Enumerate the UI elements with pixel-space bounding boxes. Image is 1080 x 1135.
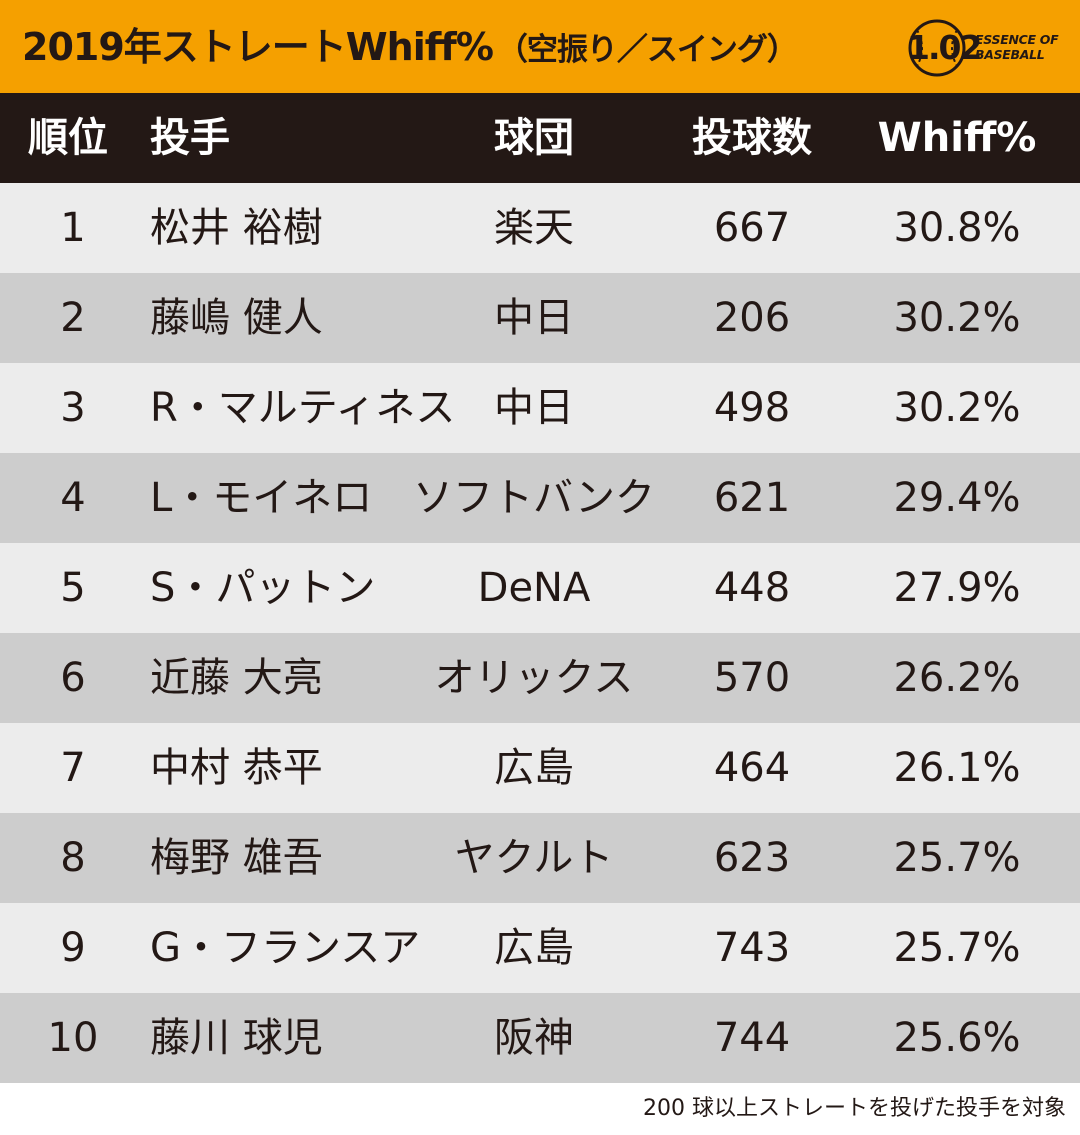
pitcher-cell: 藤川 球児 — [150, 1015, 323, 1061]
pitches-cell: 623 — [713, 835, 791, 881]
team-cell: オリックス — [434, 655, 634, 701]
table-row: 3 R・マルティネス 中日 498 30.2% — [0, 363, 1080, 453]
rank-cell: 10 — [47, 1015, 99, 1061]
team-cell: ソフトバンク — [413, 475, 655, 521]
table-body: 1 松井 裕樹 楽天 667 30.8% 2 藤嶋 健人 中日 206 30.2% 3 R・マルティネ… — [0, 183, 1080, 1083]
team-cell: 中日 — [494, 385, 574, 431]
team-cell: 広島 — [494, 925, 574, 971]
team-cell: 中日 — [494, 295, 574, 341]
whiff-cell: 25.7% — [893, 835, 1021, 881]
logo-number: 1.02 — [907, 28, 982, 67]
whiff-cell: 25.7% — [893, 925, 1021, 971]
rank-cell: 9 — [60, 925, 86, 971]
table-row: 6 近藤 大亮 オリックス 570 26.2% — [0, 633, 1080, 723]
team-cell: ヤクルト — [454, 835, 614, 881]
footnote: 200 球以上ストレートを投げた投手を対象 — [643, 1096, 1066, 1121]
pitcher-cell: 松井 裕樹 — [150, 205, 323, 251]
pitches-cell: 570 — [713, 655, 791, 701]
pitcher-cell: 中村 恭平 — [150, 745, 323, 791]
table-row: 4 L・モイネロ ソフトバンク 621 29.4% — [0, 453, 1080, 543]
pitcher-cell: L・モイネロ — [150, 475, 373, 521]
whiff-cell: 26.1% — [893, 745, 1021, 791]
logo-text: ESSENCE OF BASEBALL — [975, 32, 1059, 62]
brand-logo: 1.02 ESSENCE OF BASEBALL — [905, 18, 1075, 78]
rank-cell: 1 — [60, 205, 86, 251]
rank-cell: 2 — [60, 295, 86, 341]
whiff-cell: 26.2% — [893, 655, 1021, 701]
pitches-cell: 206 — [713, 295, 791, 341]
logo-line-1: ESSENCE OF — [975, 32, 1059, 47]
table-row: 10 藤川 球児 阪神 744 25.6% — [0, 993, 1080, 1083]
logo-line-2: BASEBALL — [975, 47, 1045, 62]
pitches-cell: 744 — [713, 1015, 791, 1061]
pitches-cell: 498 — [713, 385, 791, 431]
rank-cell: 7 — [60, 745, 86, 791]
pitches-cell: 464 — [713, 745, 791, 791]
whiff-cell: 25.6% — [893, 1015, 1021, 1061]
rank-cell: 3 — [60, 385, 86, 431]
pitcher-cell: G・フランスア — [150, 925, 421, 971]
whiff-cell: 27.9% — [893, 565, 1021, 611]
pitcher-cell: 藤嶋 健人 — [150, 295, 323, 341]
table-header: 順位 投手 球団 投球数 Whiff% — [0, 93, 1080, 183]
table-row: 8 梅野 雄吾 ヤクルト 623 25.7% — [0, 813, 1080, 903]
team-cell: 広島 — [494, 745, 574, 791]
chart-title: 2019年ストレートWhiff% （空振り／スイング） — [22, 20, 798, 75]
table-row: 1 松井 裕樹 楽天 667 30.8% — [0, 183, 1080, 273]
whiff-cell: 30.2% — [893, 385, 1021, 431]
title-bar: 2019年ストレートWhiff% （空振り／スイング） 1.02 ESSENCE … — [0, 0, 1080, 93]
baseball-icon — [908, 19, 966, 77]
rank-cell: 4 — [60, 475, 86, 521]
rank-cell: 6 — [60, 655, 86, 701]
rank-cell: 5 — [60, 565, 86, 611]
whiff-cell: 30.8% — [893, 205, 1021, 251]
pitcher-cell: R・マルティネス — [150, 385, 456, 431]
rank-cell: 8 — [60, 835, 86, 881]
pitches-cell: 448 — [713, 565, 791, 611]
table-row: 7 中村 恭平 広島 464 26.1% — [0, 723, 1080, 813]
chart-title-sub: （空振り／スイング） — [496, 32, 798, 68]
header-whiff: Whiff% — [877, 115, 1037, 161]
whiff-cell: 30.2% — [893, 295, 1021, 341]
pitcher-cell: 梅野 雄吾 — [150, 835, 323, 881]
table-row: 2 藤嶋 健人 中日 206 30.2% — [0, 273, 1080, 363]
header-pitcher: 投手 — [150, 115, 230, 161]
table-row: 5 S・パットン DeNA 448 27.9% — [0, 543, 1080, 633]
pitches-cell: 667 — [713, 205, 791, 251]
table-row: 9 G・フランスア 広島 743 25.7% — [0, 903, 1080, 993]
whiff-cell: 29.4% — [893, 475, 1021, 521]
chart-title-main: 2019年ストレートWhiff% — [22, 25, 494, 69]
team-cell: 楽天 — [494, 205, 574, 251]
header-pitches: 投球数 — [692, 115, 812, 161]
pitches-cell: 621 — [713, 475, 791, 521]
header-rank: 順位 — [28, 115, 108, 161]
pitcher-cell: 近藤 大亮 — [150, 655, 323, 701]
team-cell: DeNA — [477, 565, 591, 611]
header-team: 球団 — [494, 115, 574, 161]
pitcher-cell: S・パットン — [150, 565, 376, 611]
pitches-cell: 743 — [713, 925, 791, 971]
team-cell: 阪神 — [494, 1015, 574, 1061]
